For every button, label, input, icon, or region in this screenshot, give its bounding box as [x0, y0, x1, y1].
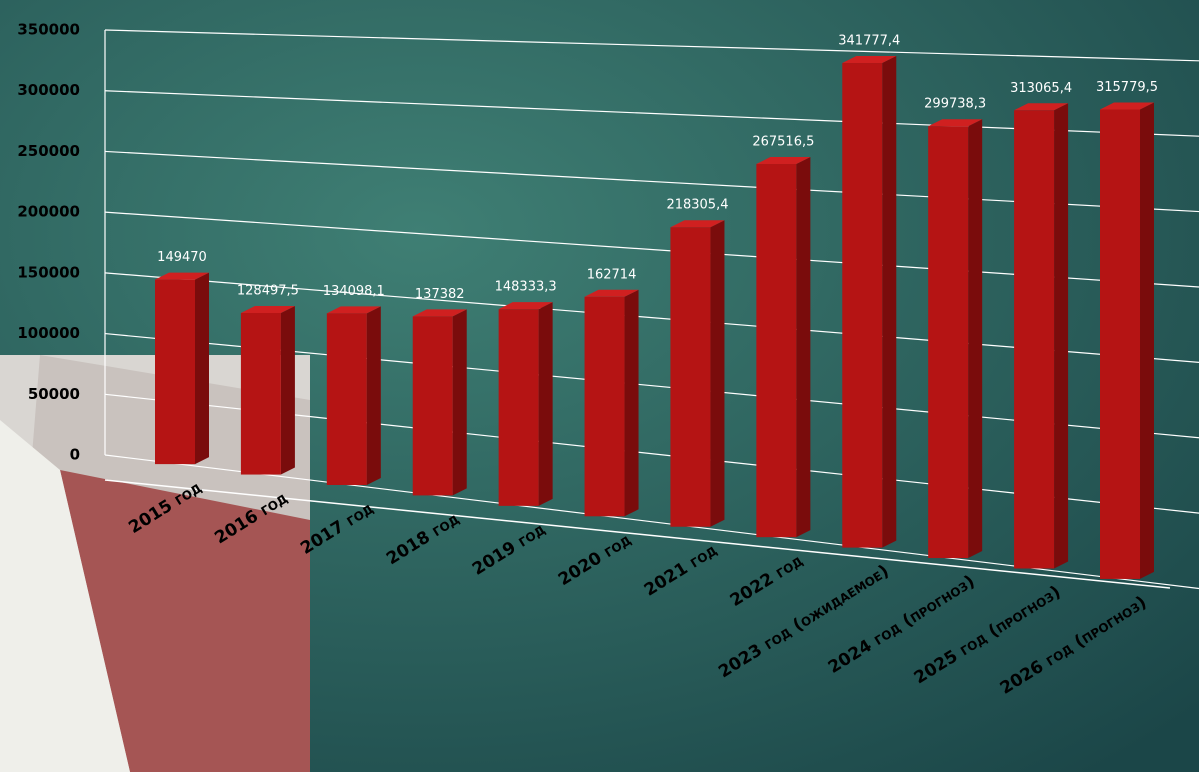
value-label: 315779,5 [1096, 80, 1158, 95]
bar [240, 312, 281, 475]
bar-side [796, 157, 811, 538]
bar [756, 164, 797, 538]
bar-side [710, 220, 725, 527]
value-label: 149470 [157, 250, 207, 265]
bar-top [584, 289, 639, 297]
bar [928, 126, 969, 559]
bar-side [882, 56, 897, 548]
bar-side [624, 289, 639, 517]
value-label: 313065,4 [1010, 81, 1072, 96]
bar [498, 309, 539, 506]
bar-top [928, 119, 983, 127]
bar [326, 313, 367, 485]
value-label: 162714 [587, 267, 637, 282]
bar-top [240, 305, 295, 313]
value-label: 267516,5 [752, 135, 814, 150]
bar-top [412, 309, 467, 317]
bar-top [842, 56, 897, 64]
bar-side [538, 302, 553, 506]
bar-top [670, 220, 725, 228]
bar [1014, 110, 1055, 569]
bar-top [498, 302, 553, 310]
bar-top [1100, 102, 1154, 110]
bar [412, 316, 453, 496]
y-tick-label: 50000 [28, 385, 80, 403]
bar-top [326, 306, 381, 314]
y-tick-label: 350000 [17, 21, 80, 39]
grid-line [104, 29, 1199, 62]
bar-side [195, 272, 209, 465]
value-label: 137382 [415, 287, 465, 302]
value-label: 341777,4 [838, 34, 900, 49]
bar-side [366, 306, 381, 485]
bar [670, 227, 711, 527]
bar-side [968, 119, 983, 559]
value-label: 134098,1 [323, 284, 385, 299]
bar [155, 279, 195, 465]
value-label: 148333,3 [495, 280, 557, 295]
bar-top [756, 157, 811, 165]
bar-top [1014, 103, 1069, 111]
y-tick-label: 250000 [17, 142, 80, 160]
bar-side [1140, 102, 1154, 579]
value-label: 218305,4 [666, 198, 728, 213]
y-tick-label: 200000 [17, 203, 80, 221]
bar [584, 296, 625, 517]
bar-side [280, 305, 295, 475]
x-axis [104, 479, 1171, 589]
bar-side [1054, 103, 1069, 569]
bar [842, 63, 883, 548]
bar [1100, 109, 1140, 579]
y-tick-label: 150000 [17, 263, 80, 281]
value-label: 128497,5 [237, 283, 299, 298]
bar-side [452, 309, 467, 496]
y-tick-label: 300000 [17, 81, 80, 99]
value-label: 299738,3 [924, 97, 986, 112]
bar-top [155, 272, 209, 280]
y-tick-label: 100000 [17, 324, 80, 342]
y-tick-label: 0 [70, 446, 80, 464]
